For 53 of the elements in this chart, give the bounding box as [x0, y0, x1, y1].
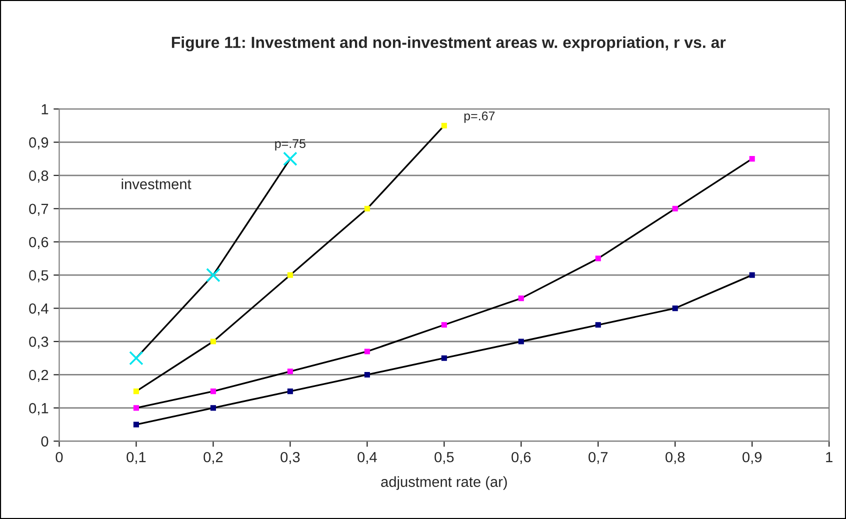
point [133, 405, 139, 411]
y-tick-label: 0,3 [29, 336, 48, 349]
annotation: p=.75 [275, 139, 306, 150]
x-tick-label: 0,1 [126, 452, 146, 464]
point [364, 206, 370, 212]
y-tick-label: 0,2 [29, 370, 48, 382]
x-tick-label: 0,5 [434, 452, 454, 464]
point [287, 368, 293, 374]
x-tick-label: 0 [56, 452, 63, 462]
point [364, 372, 370, 378]
point [287, 272, 293, 278]
x-tick-label: 0,4 [358, 452, 377, 464]
y-tick-label: 0,4 [29, 303, 48, 316]
annotation: p=.67 [464, 112, 495, 123]
point [287, 388, 293, 394]
point [441, 355, 447, 361]
y-tick-label: 0 [41, 436, 48, 447]
y-tick-label: 0,5 [29, 270, 48, 282]
y-tick-label: 0,7 [29, 204, 48, 216]
point [595, 256, 601, 262]
point [283, 152, 298, 166]
point [749, 156, 755, 162]
point [441, 122, 447, 128]
x-tick-label: 0,8 [666, 452, 685, 464]
x-tick-label: 1 [826, 452, 832, 462]
x-axis-title: adjustment rate (ar) [381, 476, 507, 490]
point [129, 350, 144, 366]
x-tick-label: 0,6 [512, 452, 531, 464]
x-tick-label: 0,2 [204, 452, 223, 464]
point [133, 422, 139, 428]
point [210, 338, 216, 344]
point [210, 405, 216, 411]
y-tick-label: 0,1 [29, 403, 48, 416]
point [672, 306, 678, 312]
y-tick-label: 0,6 [29, 236, 48, 250]
point [364, 348, 370, 354]
point [206, 268, 220, 282]
point [749, 272, 755, 278]
chart-title: Figure 11: Investment and non-investment areas w. expropriation, r vs. ar [172, 36, 726, 52]
point [210, 388, 216, 394]
point [595, 322, 601, 328]
y-tick-label: 0,8 [29, 170, 48, 183]
x-tick-label: 0,9 [742, 452, 762, 464]
point [133, 388, 139, 394]
y-tick-label: 1 [42, 104, 48, 114]
point [672, 206, 678, 212]
point [441, 322, 447, 328]
point [518, 296, 524, 302]
annotation: investment [122, 178, 192, 190]
x-tick-label: 0,7 [588, 452, 608, 464]
y-tick-label: 0,9 [29, 137, 48, 150]
point [518, 338, 524, 344]
x-tick-label: 0,3 [280, 452, 300, 464]
